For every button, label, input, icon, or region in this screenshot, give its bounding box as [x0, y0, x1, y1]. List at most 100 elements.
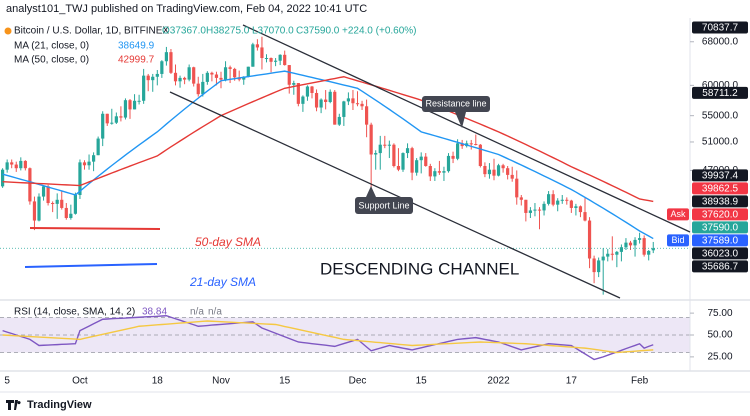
- candle-body: [251, 44, 255, 67]
- candle-body: [155, 73, 159, 77]
- candle-body: [428, 166, 432, 177]
- candle-body: [314, 92, 319, 108]
- candle-body: [101, 113, 105, 139]
- annotation: Support Line: [358, 200, 409, 210]
- candle-body: [19, 160, 23, 169]
- legend-entry: MA (21, close, 0): [14, 41, 89, 52]
- candle-body: [556, 200, 560, 205]
- candle-body: [528, 210, 532, 213]
- candle-body: [533, 209, 537, 211]
- candle-body: [37, 196, 41, 221]
- price-label: 35686.7: [702, 261, 739, 272]
- candle-body: [264, 58, 269, 60]
- candle-body: [628, 242, 633, 246]
- price-label-box: [692, 208, 748, 221]
- candle-body: [324, 99, 328, 103]
- sma50-legend-line: [29, 227, 161, 230]
- candle-body: [292, 83, 296, 85]
- annotation: 21-day SMA: [189, 275, 256, 289]
- candle-body: [483, 166, 487, 175]
- candle-body: [333, 91, 337, 125]
- candle-body: [92, 155, 96, 162]
- candle-body: [524, 199, 528, 213]
- candle-body: [51, 203, 55, 205]
- y-tick-label: 68000.0: [702, 36, 739, 47]
- candle-body: [60, 199, 64, 208]
- price-label: 36023.0: [702, 248, 739, 259]
- candle-body: [565, 199, 569, 201]
- y-tick-label: 55000.0: [702, 110, 739, 121]
- candle-body: [387, 144, 391, 146]
- candle-body: [146, 75, 150, 81]
- candle-body: [410, 148, 414, 173]
- candle-body: [606, 253, 610, 257]
- candle-body: [173, 72, 178, 82]
- candle-body: [396, 166, 401, 170]
- candle-body: [446, 155, 451, 172]
- resistance-callout: [422, 96, 490, 112]
- footer-brand: TradingView: [27, 399, 92, 411]
- candle-body: [510, 174, 514, 179]
- side-tag-box: [667, 208, 689, 221]
- x-tick-label: 5: [4, 376, 10, 387]
- y-tick-label: 75.00: [707, 308, 732, 319]
- candle-body: [142, 75, 146, 101]
- candle-body: [73, 194, 77, 214]
- candle-body: [547, 194, 551, 204]
- candle-body: [351, 98, 355, 104]
- candle-body: [274, 60, 278, 62]
- change-value: +224.0 (+0.60%): [342, 26, 417, 37]
- candle-body: [278, 54, 282, 61]
- candle-body: [496, 165, 501, 176]
- x-tick-label: 15: [279, 376, 291, 387]
- symbol-icon: [4, 27, 12, 35]
- candle-body: [405, 148, 410, 154]
- candle-body: [337, 116, 341, 125]
- legend-value: n/a: [208, 307, 222, 318]
- candle-body: [78, 162, 82, 195]
- candle-body: [5, 162, 9, 170]
- price-label-box: [692, 234, 748, 247]
- candle-body: [205, 72, 209, 82]
- callout-pointer: [455, 112, 466, 128]
- price-label: 39937.4: [702, 170, 739, 181]
- series-line: [2, 320, 654, 354]
- candle-body: [260, 47, 264, 59]
- candle-body: [242, 76, 246, 80]
- candle-body: [14, 164, 18, 169]
- candle-body: [360, 103, 364, 107]
- price-label-box: [692, 260, 748, 273]
- candle-body: [642, 238, 646, 255]
- price-label-box: [692, 221, 748, 234]
- candle-body: [651, 248, 655, 251]
- candle-body: [365, 106, 369, 125]
- candle-body: [283, 54, 287, 66]
- candle-body: [269, 58, 273, 62]
- candle-body: [287, 65, 291, 85]
- candle-body: [506, 168, 510, 175]
- candle-body: [128, 100, 132, 110]
- candle-body: [110, 122, 114, 124]
- series-line: [2, 76, 654, 203]
- candle-body: [192, 67, 196, 84]
- side-tag: Ask: [670, 209, 686, 219]
- candle-body: [137, 100, 141, 102]
- candle-body: [487, 169, 492, 175]
- candle-body: [187, 67, 191, 80]
- x-tick-label: Oct: [72, 376, 88, 387]
- candle-body: [23, 160, 27, 169]
- plot-layer: [0, 36, 690, 361]
- x-tick-label: 18: [152, 376, 164, 387]
- candle-body: [164, 52, 168, 62]
- symbol-title: Bitcoin / U.S. Dollar, 1D, BITFINEX: [14, 26, 169, 37]
- callout-pointer: [366, 186, 376, 197]
- candle-body: [82, 162, 87, 166]
- support-line: [169, 91, 621, 299]
- y-tick-label: 51000.0: [702, 137, 739, 148]
- candle-body: [442, 171, 446, 173]
- candle-body: [401, 153, 405, 170]
- price-label-box: [692, 86, 748, 99]
- candle-body: [437, 171, 441, 173]
